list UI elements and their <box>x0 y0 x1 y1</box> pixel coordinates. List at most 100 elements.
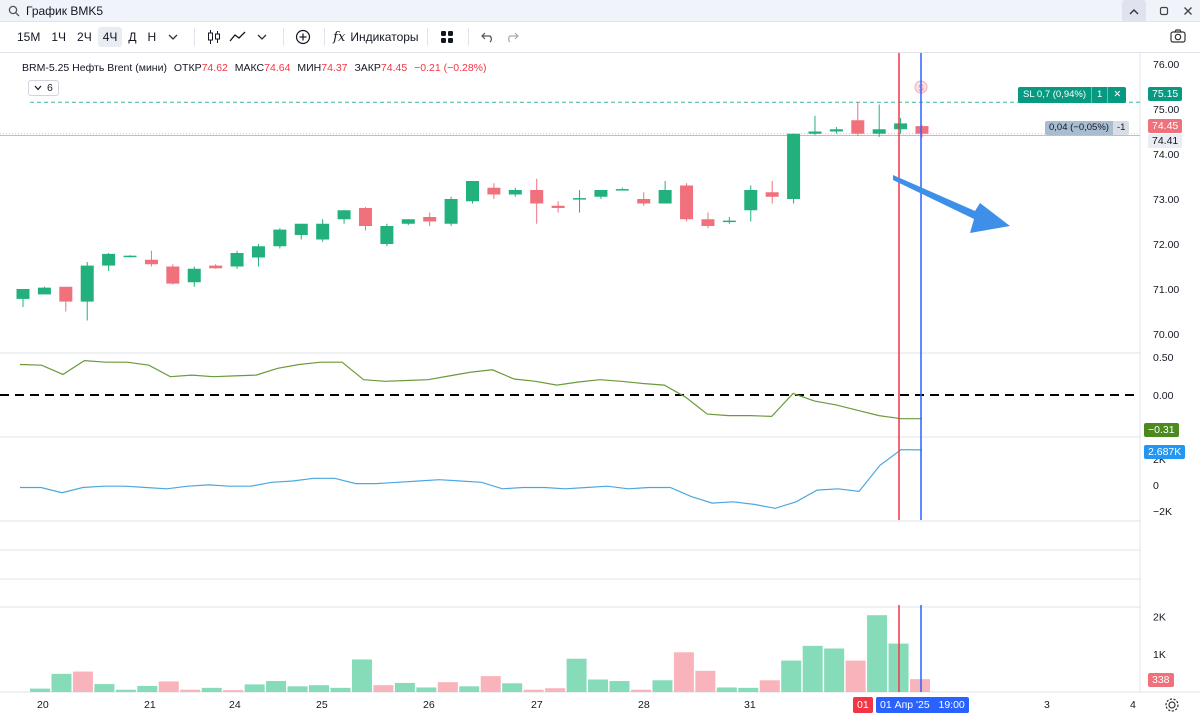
volume-bar <box>502 683 523 692</box>
undo-icon[interactable] <box>477 26 499 48</box>
position-pnl: 0,04 (−0,05%) <box>1045 121 1113 135</box>
change-value: −0.21 (−0.28%) <box>414 62 487 74</box>
open-label: ОТКР <box>173 62 202 74</box>
volume-bar <box>459 686 480 692</box>
position-qty[interactable]: -1 <box>1112 121 1130 135</box>
candle-body <box>594 190 608 197</box>
volume-bar <box>94 684 115 692</box>
time-tick-label: 24 <box>229 699 241 711</box>
timeframe-day[interactable]: Д <box>128 30 137 44</box>
osc-tick-label: 0.50 <box>1153 352 1174 364</box>
volume-bar <box>223 690 244 692</box>
candle-body <box>551 205 565 208</box>
volume-bar <box>523 689 544 692</box>
timeframe-15m[interactable]: 15M <box>17 30 41 44</box>
sl-cancel-icon[interactable]: ✕ <box>1108 87 1127 103</box>
timeframe-2h[interactable]: 2Ч <box>77 30 92 44</box>
toolbar-divider <box>426 28 428 46</box>
volume-bar <box>609 681 630 692</box>
price-tick-label: 72.00 <box>1153 239 1179 251</box>
indicators-label: Индикаторы <box>350 30 419 44</box>
candle-body <box>808 131 822 134</box>
volume-bar <box>910 679 930 692</box>
cum-tick-label: −2K <box>1153 506 1172 518</box>
stop-loss-order[interactable]: SL 0,7 (0,94%) 1 ✕ <box>1018 87 1127 103</box>
volume-bar <box>738 687 759 692</box>
add-compare-icon[interactable] <box>292 26 314 48</box>
title-bar: График BMK5 <box>0 0 1200 22</box>
sl-qty[interactable]: 1 <box>1092 87 1109 103</box>
price-tick-label: 71.00 <box>1153 284 1179 296</box>
volume-bar <box>545 688 566 692</box>
candle-body <box>508 190 522 195</box>
arrow-annotation <box>893 175 1010 233</box>
indicators-button[interactable]: fx Индикаторы <box>333 30 418 45</box>
time-tick-label: 31 <box>744 699 756 711</box>
candle-body <box>444 199 458 224</box>
candle-body <box>230 253 244 267</box>
redo-icon[interactable] <box>501 26 523 48</box>
candle-body <box>915 126 929 134</box>
chevron-down-icon[interactable] <box>251 26 273 48</box>
line-chart-icon[interactable] <box>227 26 249 48</box>
legend-collapse-button[interactable]: 6 <box>28 80 59 96</box>
volume-bar <box>802 645 823 692</box>
candlestick-icon[interactable] <box>203 26 225 48</box>
sl-price-tag: 75.15 <box>1148 87 1183 101</box>
toolbar-divider <box>324 28 326 46</box>
candle-body <box>401 219 415 224</box>
search-icon[interactable] <box>8 5 20 17</box>
volume-bar <box>845 660 866 692</box>
chevron-up-icon[interactable] <box>1122 0 1146 22</box>
candle-body <box>251 246 265 258</box>
chart-canvas[interactable]: 76.0075.0074.0073.0072.0071.0070.00S0.50… <box>0 53 1200 721</box>
candle-body <box>37 287 51 295</box>
volume-bar <box>781 660 802 692</box>
cumulative-line <box>20 449 923 509</box>
symbol-name: BRM-5.25 Нефть Brent (мини) <box>22 62 167 74</box>
timeframe-1h[interactable]: 1Ч <box>51 30 67 44</box>
close-icon[interactable] <box>1176 0 1200 22</box>
position-tag[interactable]: 0,04 (−0,05%) -1 <box>1045 121 1130 135</box>
time-tick-label: 25 <box>316 699 328 711</box>
gear-icon[interactable] <box>1164 697 1180 713</box>
high-value: 74.64 <box>264 62 291 74</box>
volume-bar <box>673 652 694 692</box>
timeframe-4h[interactable]: 4Ч <box>97 27 123 47</box>
oscillator-line <box>19 359 922 420</box>
chevron-down-icon[interactable] <box>162 26 184 48</box>
candle-body <box>658 190 672 204</box>
close-value: 74.45 <box>380 62 408 74</box>
restore-icon[interactable] <box>1152 0 1176 22</box>
price-tick-label: 76.00 <box>1153 59 1179 71</box>
sl-label[interactable]: SL 0,7 (0,94%) <box>1018 87 1093 103</box>
entry-price-tag: 74.41 <box>1148 134 1183 148</box>
volume-tick-label: 2K <box>1153 611 1166 623</box>
volume-bar <box>588 679 609 692</box>
volume-tick-label: 1K <box>1153 649 1166 661</box>
layout-grid-icon[interactable] <box>436 26 458 48</box>
candle-body <box>358 208 372 226</box>
volume-bar <box>30 688 50 692</box>
volume-bar <box>867 615 888 692</box>
volume-bar <box>437 682 458 692</box>
candle-body <box>380 226 394 244</box>
volume-bar <box>72 671 93 692</box>
volume-bar <box>309 685 330 692</box>
camera-icon[interactable] <box>1170 29 1186 43</box>
volume-bar <box>266 681 287 692</box>
candle-body <box>144 259 158 265</box>
window-controls <box>1122 0 1200 22</box>
candle-body <box>722 220 736 223</box>
candle-body <box>337 210 351 220</box>
candle-body <box>123 255 137 258</box>
volume-bar <box>652 680 673 692</box>
toolbar-divider <box>467 28 469 46</box>
volume-bar <box>695 670 716 692</box>
timeframe-week[interactable]: Н <box>147 30 157 44</box>
last-price-tag: 74.45 <box>1148 119 1183 133</box>
close-label: ЗАКР <box>354 62 381 74</box>
window-title: График BMK5 <box>26 3 104 18</box>
candle-body <box>59 286 73 302</box>
